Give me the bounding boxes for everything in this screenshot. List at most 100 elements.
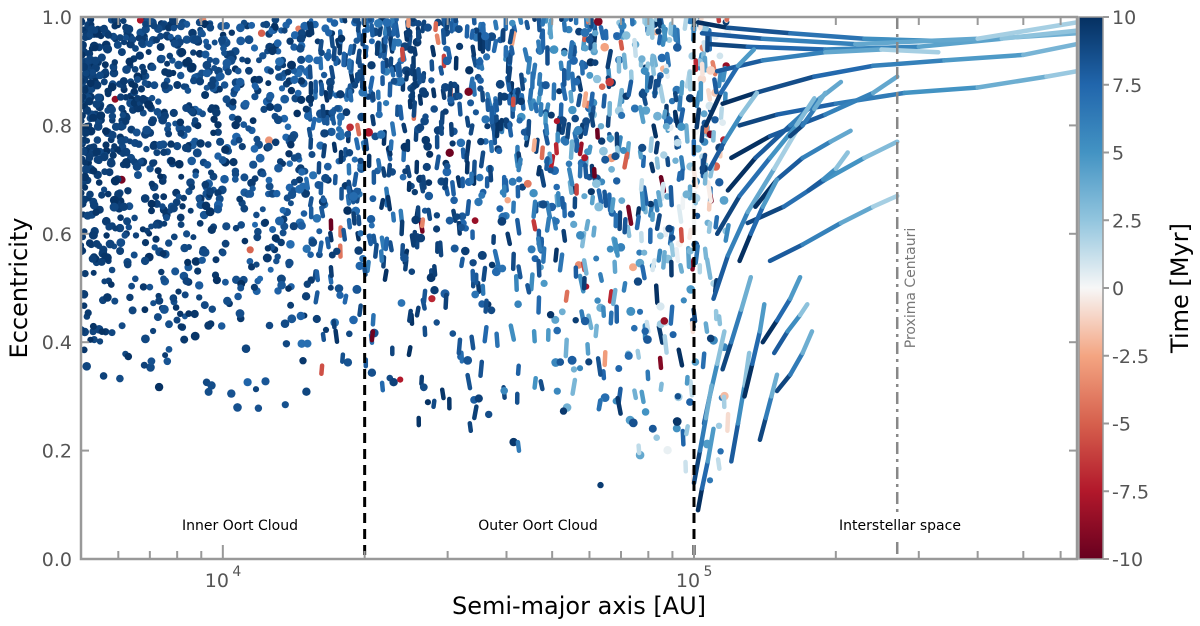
x-tick-label: 10 (676, 570, 700, 592)
particle-point (276, 274, 286, 284)
particle-point (187, 156, 196, 166)
trajectory-segment (800, 220, 844, 247)
colorbar-title: Time [Myr] (1166, 223, 1194, 354)
particle-track (390, 211, 397, 223)
particle-point (297, 221, 306, 230)
particle-point (281, 401, 289, 409)
particle-track (471, 81, 477, 97)
trajectory-segment (853, 36, 980, 47)
particle-point (97, 257, 106, 266)
particle-track (533, 137, 540, 154)
particle-point (81, 159, 89, 166)
particle-point (630, 104, 639, 113)
particle-point (255, 153, 265, 163)
particle-point (173, 316, 181, 324)
particle-point (259, 170, 267, 178)
particle-point (132, 232, 140, 239)
trajectory-segment (725, 25, 793, 36)
region-label: Interstellar space (839, 518, 961, 534)
particle-track (659, 181, 666, 202)
particle-track (553, 247, 559, 263)
particle-point (148, 207, 155, 215)
particle-track (511, 23, 518, 34)
particle-point (115, 223, 125, 233)
particle-point (594, 202, 604, 212)
particle-track (716, 314, 723, 327)
particle-point (199, 110, 207, 118)
particle-point (177, 129, 185, 137)
particle-track (431, 87, 437, 99)
particle-track (391, 23, 397, 37)
particle-point (300, 210, 308, 217)
particle-track (565, 121, 572, 141)
particle-point (309, 171, 318, 180)
particle-point (201, 201, 211, 211)
particle-track (403, 258, 409, 272)
particle-track (694, 107, 702, 130)
particle-track (536, 72, 543, 87)
particle-point (194, 122, 202, 130)
particle-track (370, 312, 376, 327)
particle-track (331, 319, 337, 330)
particle-point (715, 178, 724, 187)
particle-point (408, 268, 416, 276)
particle-track (652, 78, 659, 99)
particle-point (326, 17, 333, 23)
colorbar-tick-label: -10 (1112, 549, 1143, 571)
particle-point (571, 114, 579, 123)
particle-track (527, 87, 534, 101)
trajectory-segment (748, 204, 766, 237)
particle-point (423, 23, 432, 32)
particle-point (140, 194, 150, 203)
particle-point (443, 162, 451, 170)
particle-point (655, 28, 662, 35)
particle-point (128, 282, 136, 290)
particle-point (160, 148, 168, 156)
particle-track (382, 268, 389, 282)
particle-point (190, 49, 197, 56)
particle-point (116, 238, 126, 248)
particle-point (449, 330, 457, 337)
particle-track (368, 75, 375, 91)
particle-point (303, 339, 312, 348)
particle-point (296, 311, 305, 321)
particle-track (525, 283, 532, 295)
particle-track (531, 17, 537, 22)
particle-point (102, 68, 109, 75)
particle-track (536, 94, 542, 106)
particle-point (349, 315, 358, 325)
particle-point (117, 93, 125, 101)
particle-point (322, 326, 330, 333)
particle-track (605, 114, 611, 128)
particle-point (187, 62, 197, 72)
particle-point (547, 111, 555, 119)
particle-track (653, 140, 660, 155)
particle-point (167, 157, 176, 165)
particle-track (585, 17, 591, 22)
particle-point (99, 372, 108, 380)
particle-point (154, 167, 162, 175)
particle-point (343, 358, 353, 367)
particle-point (84, 309, 92, 317)
particle-track (450, 180, 456, 197)
particle-point (146, 165, 154, 173)
particle-track (341, 51, 347, 68)
trajectory-segment (745, 166, 777, 215)
particle-point (86, 79, 95, 88)
particle-point (389, 378, 398, 387)
particle-track (641, 185, 649, 206)
region-boundaries (363, 17, 696, 559)
particle-point (259, 52, 267, 60)
particle-point (173, 142, 182, 151)
particle-point (572, 317, 579, 324)
particle-track (318, 38, 324, 53)
particle-point (157, 173, 164, 180)
particle-point (98, 328, 106, 335)
particle-track (370, 113, 376, 127)
particle-point (122, 94, 130, 101)
particle-point (108, 105, 116, 114)
trajectory-segment (787, 123, 805, 139)
colorbar-tick-label: -5 (1112, 414, 1131, 436)
particle-point (220, 81, 229, 89)
particle-track (390, 121, 397, 137)
